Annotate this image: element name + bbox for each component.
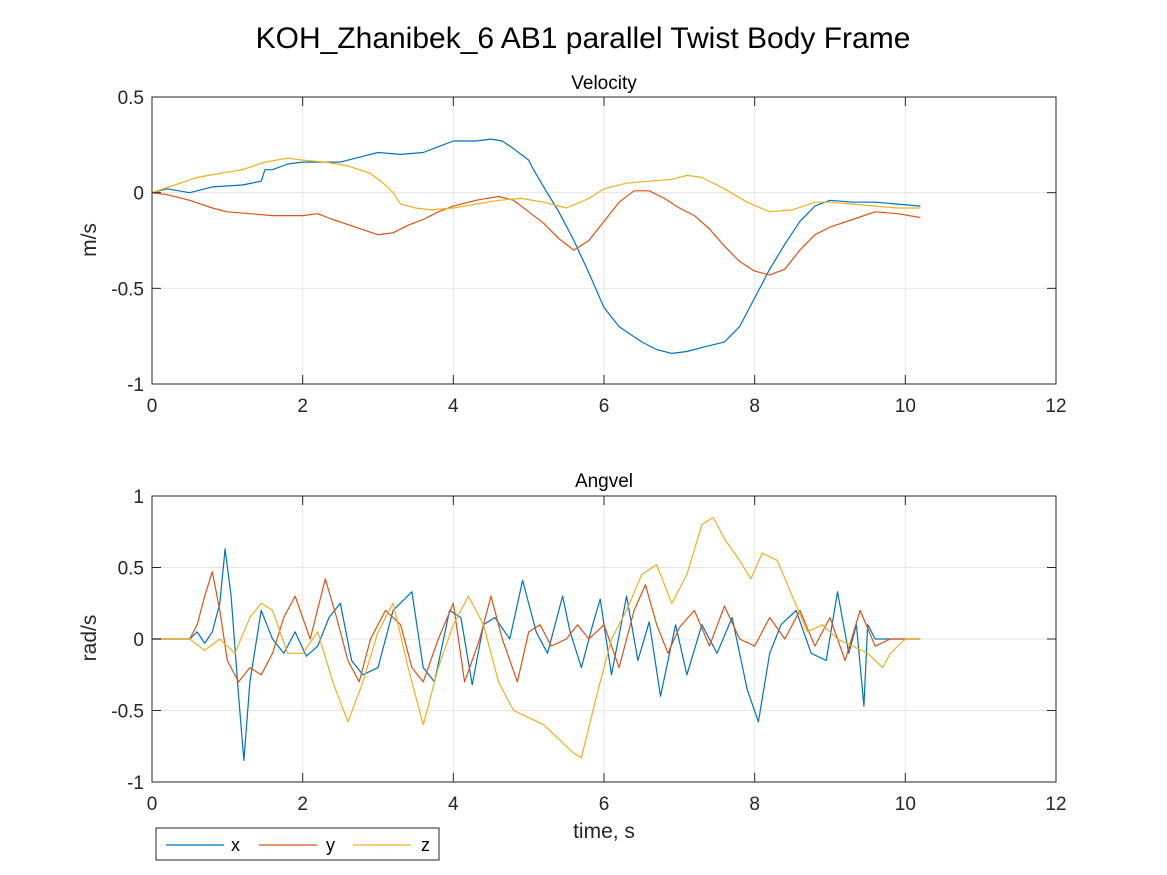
figure-title: KOH_Zhanibek_6 AB1 parallel Twist Body F… bbox=[256, 22, 911, 55]
angvel-xtick-label: 0 bbox=[147, 794, 158, 815]
velocity-xtick-label: 8 bbox=[749, 396, 760, 417]
velocity-grid bbox=[151, 96, 1057, 385]
angvel-xticks: 0 2 4 6 8 10 12 bbox=[147, 496, 1067, 815]
velocity-xticks: 0 2 4 6 8 10 12 bbox=[147, 97, 1067, 417]
velocity-ytick-label: -1 bbox=[127, 375, 144, 396]
angvel-title: Angvel bbox=[575, 471, 633, 492]
velocity-series-x bbox=[151, 138, 921, 354]
angvel-xlabel: time, s bbox=[573, 820, 635, 843]
angvel-lines bbox=[152, 516, 921, 762]
angvel-axes: Angvel 0 2 4 6 8 10 12 -1 -0.5 0 0.5 1 time, s rad… bbox=[78, 471, 1067, 843]
angvel-ytick-label: -0.5 bbox=[111, 702, 144, 723]
angvel-ytick-label: 0.5 bbox=[118, 559, 144, 580]
velocity-xtick-label: 0 bbox=[147, 396, 158, 417]
angvel-xtick-label: 10 bbox=[895, 794, 916, 815]
legend-box bbox=[155, 827, 440, 861]
angvel-ylabel: rad/s bbox=[78, 615, 101, 662]
velocity-ylabel: m/s bbox=[78, 223, 101, 257]
angvel-xtick-label: 8 bbox=[749, 794, 760, 815]
legend-label-z: z bbox=[421, 835, 430, 855]
angvel-xtick-label: 2 bbox=[297, 794, 308, 815]
velocity-yticks: -1 -0.5 0 0.5 bbox=[111, 88, 1056, 396]
angvel-xtick-label: 12 bbox=[1045, 794, 1066, 815]
velocity-xtick-label: 12 bbox=[1045, 396, 1066, 417]
velocity-xtick-label: 4 bbox=[448, 396, 459, 417]
angvel-ytick-label: 0 bbox=[133, 630, 144, 651]
velocity-ytick-label: 0 bbox=[133, 184, 144, 205]
legend-label-x: x bbox=[231, 835, 240, 855]
angvel-series-z bbox=[152, 516, 921, 759]
velocity-series-z bbox=[151, 157, 921, 213]
angvel-series-y bbox=[152, 571, 921, 683]
velocity-ytick-label: 0.5 bbox=[118, 88, 144, 109]
legend-label-y: y bbox=[326, 835, 335, 855]
angvel-xtick-label: 4 bbox=[448, 794, 459, 815]
velocity-xtick-label: 2 bbox=[297, 396, 308, 417]
velocity-xtick-label: 10 bbox=[895, 396, 916, 417]
angvel-series-x bbox=[152, 548, 921, 762]
velocity-ytick-label: -0.5 bbox=[111, 279, 144, 300]
angvel-ytick-label: -1 bbox=[127, 773, 144, 794]
velocity-title: Velocity bbox=[571, 73, 637, 94]
angvel-xtick-label: 6 bbox=[599, 794, 610, 815]
legend: x y z bbox=[155, 827, 440, 861]
angvel-yticks: -1 -0.5 0 0.5 1 bbox=[111, 487, 1056, 794]
velocity-xtick-label: 6 bbox=[599, 396, 610, 417]
velocity-lines bbox=[151, 138, 921, 354]
angvel-ytick-label: 1 bbox=[133, 487, 144, 508]
velocity-series-y bbox=[151, 190, 921, 276]
velocity-axes: Velocity 0 2 4 6 8 10 12 -1 -0.5 0 0.5 m/s bbox=[78, 73, 1067, 417]
